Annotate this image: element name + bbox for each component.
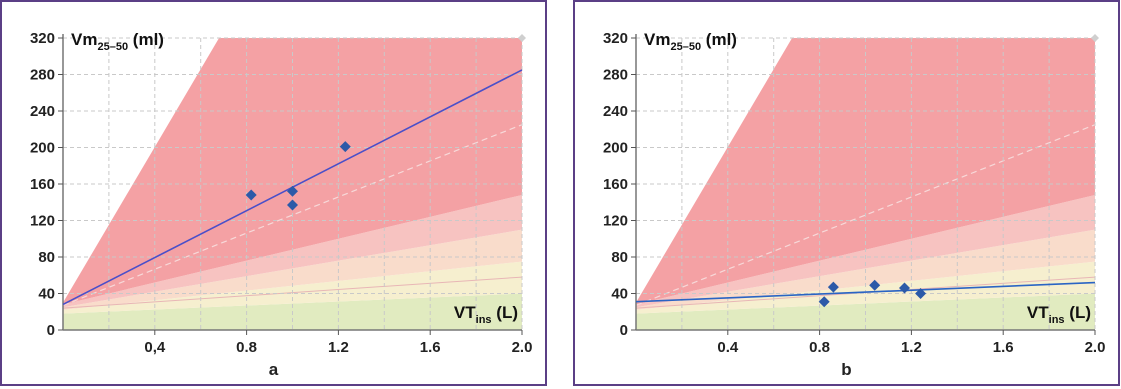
x-tick-label: 0,4 xyxy=(144,339,166,356)
x-axis-label-unit: (L) xyxy=(492,303,518,322)
chart-a: 0 40 80 120 160 200 240 280 320 0,4 0.8 1.2 1.6 2.0 Vm… xyxy=(30,30,533,356)
x-axis-label-sub: ins xyxy=(476,314,492,326)
y-tick-label: 200 xyxy=(30,140,55,157)
y-tick-label: 0 xyxy=(47,322,55,339)
x-tick-label: 0.8 xyxy=(236,339,257,356)
data-point xyxy=(339,141,351,153)
data-point xyxy=(818,296,830,308)
x-tick-label: 2.0 xyxy=(1085,339,1106,356)
y-axis-label-unit: (ml) xyxy=(128,30,164,49)
y-axis-label-main: Vm xyxy=(644,30,670,49)
y-tick-label: 160 xyxy=(603,176,628,193)
corner-marker xyxy=(518,34,526,42)
y-tick-label: 320 xyxy=(30,30,55,47)
x-tick-label: 2.0 xyxy=(512,339,533,356)
chart-panel-b: 0 40 80 120 160 200 240 280 320 0.4 0.8 1.2 1.6 2.0 Vm… xyxy=(573,0,1120,386)
x-axis-label-main: VT xyxy=(454,303,476,322)
y-axis-label-main: Vm xyxy=(71,30,97,49)
x-axis-label: VTins (L) xyxy=(1027,303,1091,326)
y-tick-label: 0 xyxy=(620,322,628,339)
y-tick-label: 280 xyxy=(603,67,628,84)
data-point xyxy=(827,281,839,293)
y-axis-label-sub: 25–50 xyxy=(670,41,701,53)
y-tick-label: 320 xyxy=(603,30,628,47)
y-tick-label: 160 xyxy=(30,176,55,193)
y-tick-label: 240 xyxy=(603,103,628,120)
y-tick-label: 240 xyxy=(30,103,55,120)
reference-line-upper xyxy=(62,124,523,306)
chart-panel-a: 0 40 80 120 160 200 240 280 320 0,4 0.8 1.2 1.6 2.0 Vm… xyxy=(0,0,547,386)
x-tick-label: 0.8 xyxy=(809,339,830,356)
data-point xyxy=(245,189,257,201)
x-axis-label-unit: (L) xyxy=(1065,303,1091,322)
x-axis-label: VTins (L) xyxy=(454,303,518,326)
data-point xyxy=(869,279,881,291)
data-point xyxy=(287,199,298,211)
y-tick-label: 200 xyxy=(603,140,628,157)
y-tick-label: 280 xyxy=(30,67,55,84)
panel-caption-b: b xyxy=(841,360,852,379)
x-tick-label: 1.2 xyxy=(328,339,349,356)
y-tick-label: 120 xyxy=(30,213,55,230)
y-tick-label: 120 xyxy=(603,213,628,230)
reference-line-upper xyxy=(635,124,1096,306)
data-point xyxy=(899,282,911,294)
data-point xyxy=(915,288,927,299)
y-tick-label: 80 xyxy=(611,249,628,266)
y-tick-label: 80 xyxy=(38,249,55,266)
y-axis-label-sub: 25–50 xyxy=(97,41,128,53)
chart-b: 0 40 80 120 160 200 240 280 320 0.4 0.8 1.2 1.6 2.0 Vm… xyxy=(603,30,1106,356)
data-point xyxy=(287,185,298,197)
y-axis-label: Vm25–50 (ml) xyxy=(644,30,737,53)
x-tick-label: 1.6 xyxy=(420,339,441,356)
regression-line xyxy=(635,281,1096,303)
x-axis-label-main: VT xyxy=(1027,303,1049,322)
x-tick-label: 1.6 xyxy=(993,339,1014,356)
y-axis-label: Vm25–50 (ml) xyxy=(71,30,164,53)
y-axis-label-unit: (ml) xyxy=(701,30,737,49)
y-tick-label: 40 xyxy=(611,286,628,303)
corner-marker xyxy=(1091,34,1099,42)
panel-caption-a: a xyxy=(268,360,279,379)
x-tick-label: 0.4 xyxy=(717,339,739,356)
y-tick-label: 40 xyxy=(38,286,55,303)
x-tick-label: 1.2 xyxy=(901,339,922,356)
x-axis-label-sub: ins xyxy=(1049,314,1065,326)
